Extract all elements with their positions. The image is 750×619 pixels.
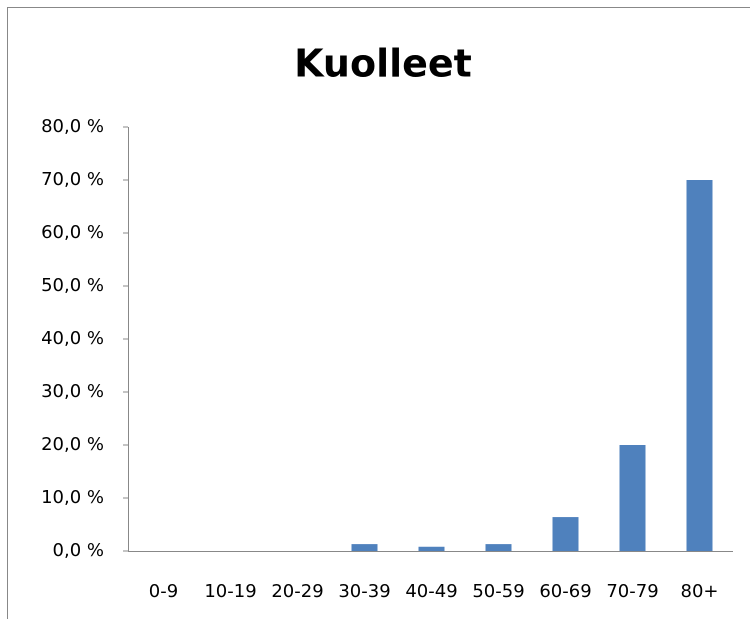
y-tick-label: 40,0 %	[41, 328, 104, 349]
bar	[485, 544, 512, 551]
y-tick-label: 0,0 %	[53, 540, 104, 561]
x-tick-label: 80+	[681, 581, 719, 602]
bar	[619, 445, 646, 551]
x-tick-label: 50-59	[472, 581, 524, 602]
chart-title: Kuolleet	[294, 42, 472, 86]
x-tick-label: 10-19	[204, 581, 256, 602]
x-tick-label: 20-29	[271, 581, 323, 602]
bar	[686, 180, 713, 551]
bar	[418, 546, 445, 551]
x-tick-label: 70-79	[606, 581, 658, 602]
y-tick-label: 70,0 %	[41, 169, 104, 190]
bar	[351, 544, 378, 551]
x-tick-label: 30-39	[338, 581, 390, 602]
x-tick-label: 60-69	[539, 581, 591, 602]
bar	[552, 517, 579, 551]
y-tick-label: 30,0 %	[41, 381, 104, 402]
y-tick-label: 50,0 %	[41, 275, 104, 296]
x-tick-label: 0-9	[149, 581, 178, 602]
y-tick-label: 60,0 %	[41, 222, 104, 243]
y-tick-label: 80,0 %	[41, 116, 104, 137]
x-tick-label: 40-49	[405, 581, 457, 602]
y-tick-label: 20,0 %	[41, 434, 104, 455]
y-tick-label: 10,0 %	[41, 487, 104, 508]
